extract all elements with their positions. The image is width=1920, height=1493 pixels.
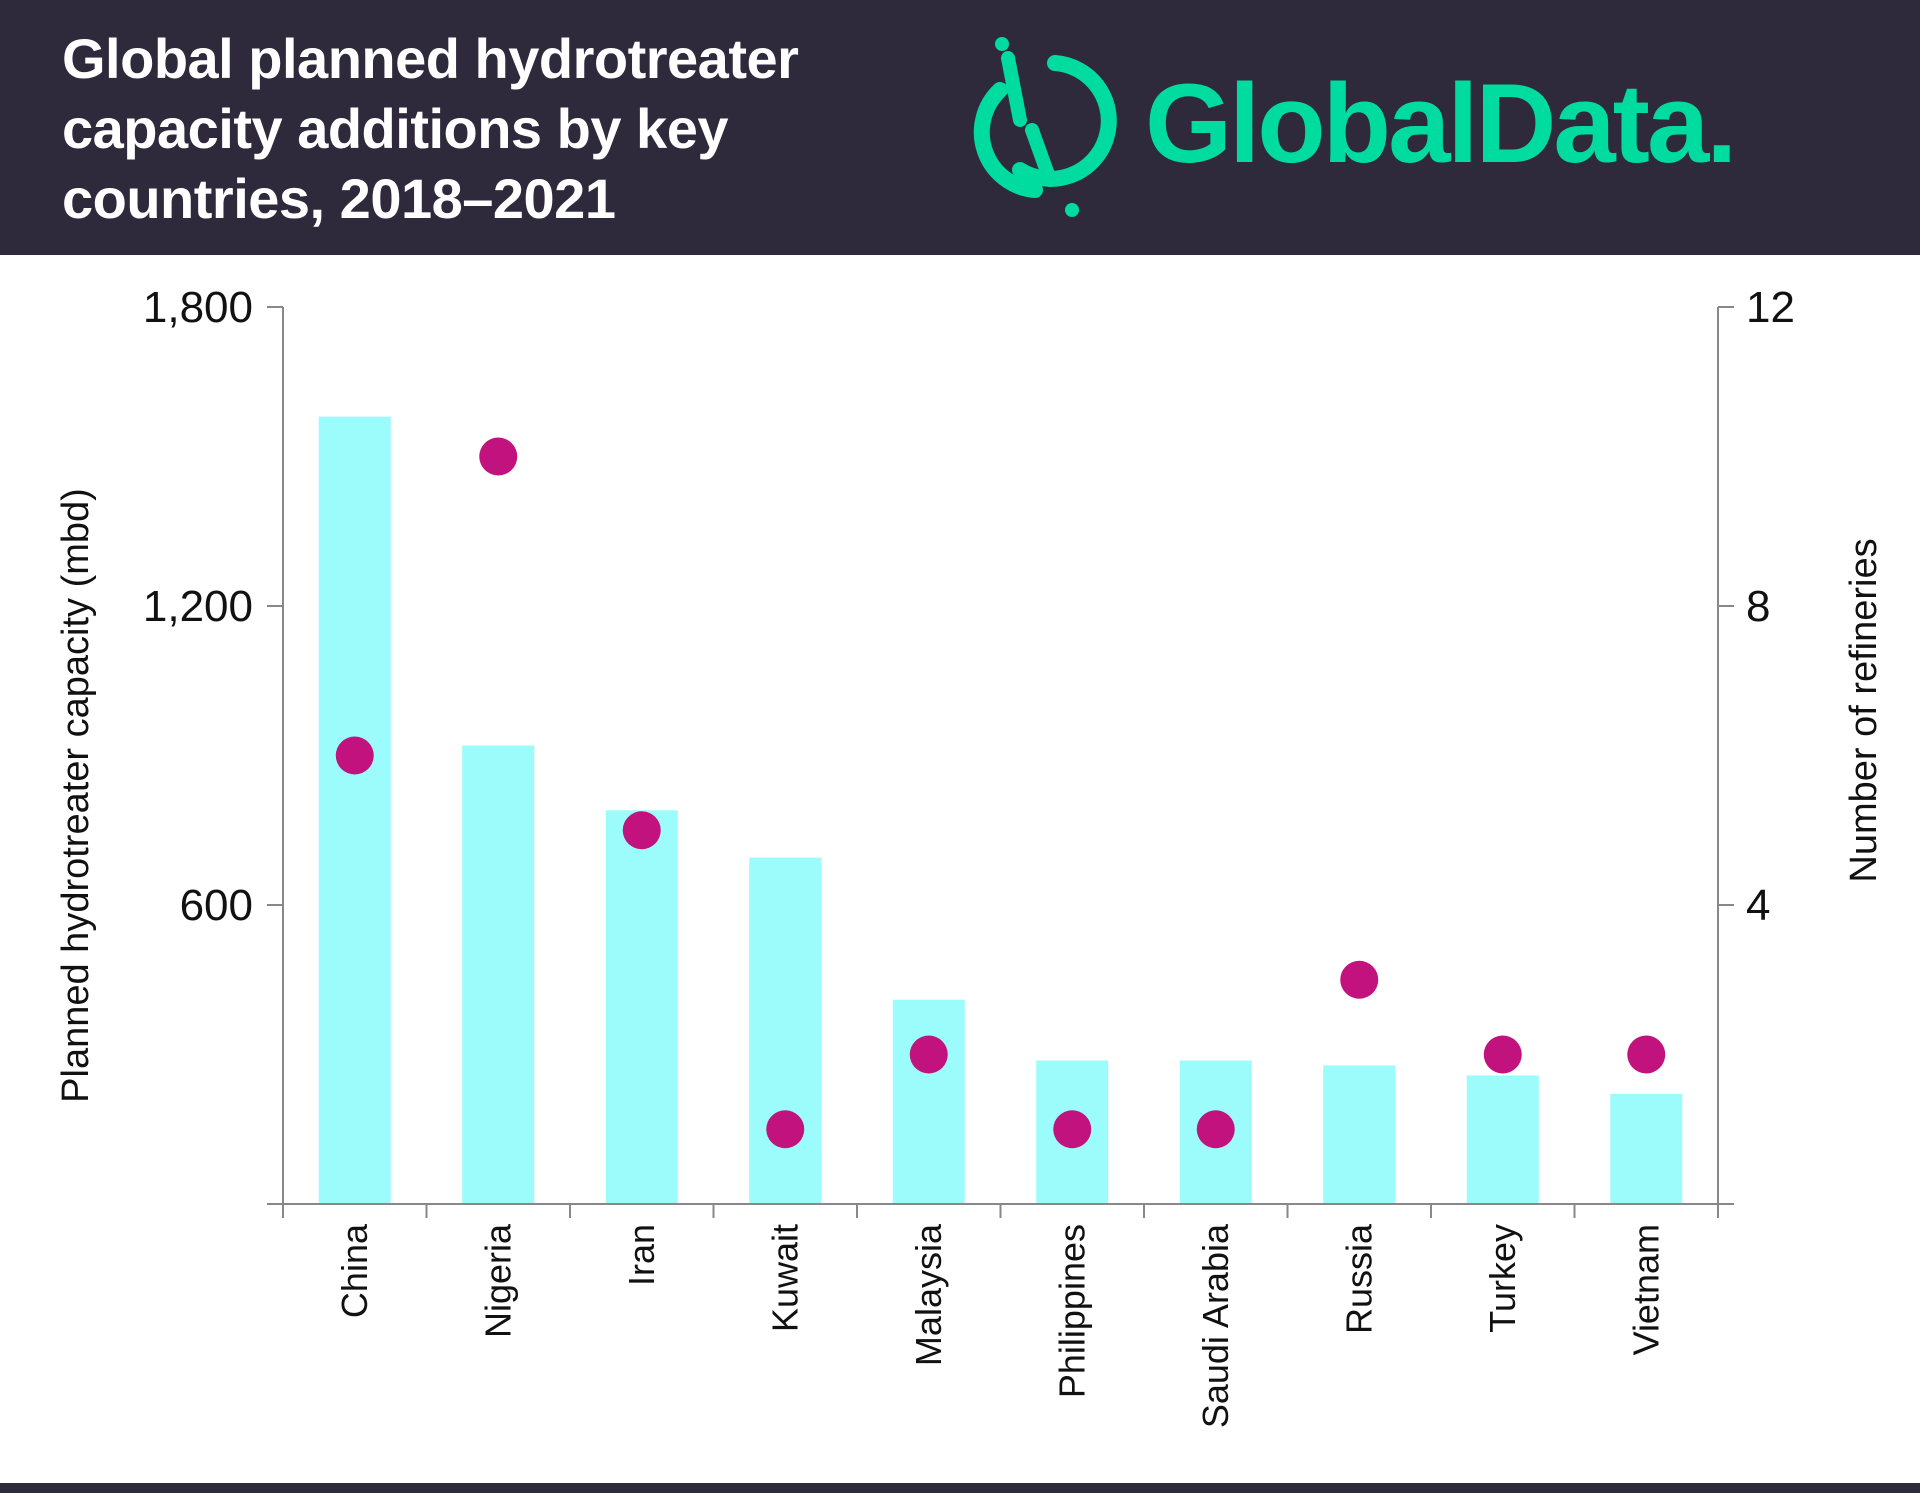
bar-russia bbox=[1323, 1065, 1396, 1204]
bar-kuwait bbox=[749, 857, 822, 1204]
right-tick-label: 12 bbox=[1746, 283, 1795, 332]
globaldata-logo: GlobalData. bbox=[960, 30, 1900, 220]
refinery-dot-vietnam bbox=[1627, 1035, 1666, 1074]
category-label: Saudi Arabia bbox=[1195, 1223, 1236, 1428]
refinery-dot-saudi-arabia bbox=[1196, 1110, 1235, 1149]
globaldata-logo-icon bbox=[973, 37, 1117, 217]
bar-vietnam bbox=[1610, 1093, 1683, 1204]
footer-bar bbox=[0, 1483, 1920, 1493]
bar-iran bbox=[605, 810, 678, 1204]
left-axis-title: Planned hydrotreater capacity (mbd) bbox=[55, 488, 97, 1103]
refinery-dot-turkey bbox=[1483, 1035, 1522, 1074]
refinery-dot-kuwait bbox=[766, 1110, 805, 1149]
category-label: Vietnam bbox=[1625, 1224, 1666, 1355]
bar-nigeria bbox=[462, 745, 535, 1204]
category-label: Iran bbox=[621, 1224, 662, 1286]
right-axis-title: Number of refineries bbox=[1843, 538, 1885, 882]
refinery-dot-china bbox=[335, 736, 374, 775]
refinery-dot-malaysia bbox=[909, 1035, 948, 1074]
category-label: China bbox=[334, 1223, 375, 1318]
refinery-dot-iran bbox=[622, 811, 661, 850]
category-label: Turkey bbox=[1482, 1224, 1523, 1333]
refinery-dot-philippines bbox=[1053, 1110, 1092, 1149]
refinery-dot-russia bbox=[1340, 960, 1379, 999]
category-label: Kuwait bbox=[764, 1224, 805, 1332]
bar-malaysia bbox=[892, 999, 965, 1204]
category-label: Philippines bbox=[1051, 1224, 1092, 1398]
category-label: Nigeria bbox=[477, 1223, 518, 1338]
refinery-dot-nigeria bbox=[479, 437, 518, 476]
bar-china bbox=[318, 416, 391, 1205]
category-label: Malaysia bbox=[908, 1223, 949, 1366]
left-tick-label: 1,200 bbox=[143, 582, 253, 631]
header-banner: Global planned hydrotreater capacity add… bbox=[0, 0, 1920, 255]
category-label: Russia bbox=[1338, 1223, 1379, 1334]
bar-turkey bbox=[1466, 1075, 1539, 1204]
chart-title: Global planned hydrotreater capacity add… bbox=[62, 27, 799, 230]
logo-text: GlobalData. bbox=[1145, 61, 1737, 186]
right-tick-label: 8 bbox=[1746, 582, 1770, 631]
left-tick-label: 1,800 bbox=[143, 283, 253, 332]
left-tick-label: 600 bbox=[180, 881, 253, 930]
right-tick-label: 4 bbox=[1746, 881, 1770, 930]
